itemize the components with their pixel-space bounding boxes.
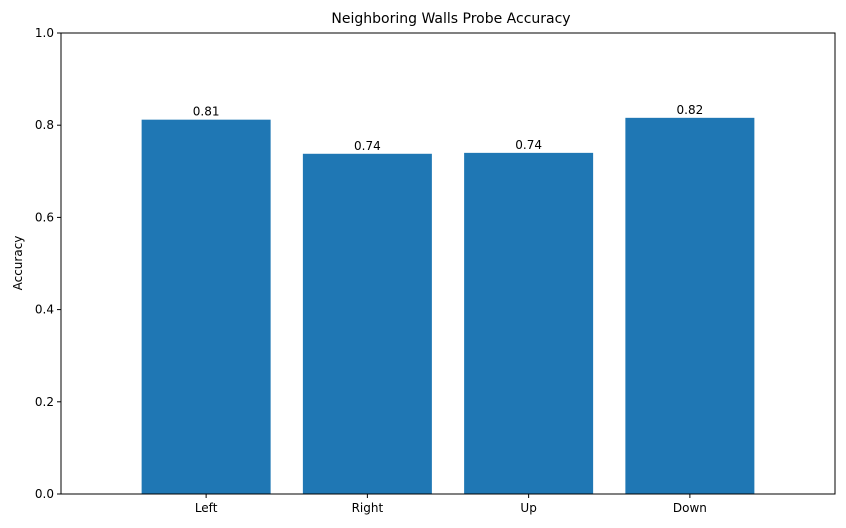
value-label-left: 0.81 — [193, 105, 220, 119]
value-label-right: 0.74 — [354, 139, 381, 153]
bar-right — [302, 153, 432, 495]
plot-area-frame — [60, 32, 836, 495]
y-axis-label: Accuracy — [11, 236, 25, 291]
y-tick-label: 0.6 — [35, 210, 54, 224]
x-axis: Left Right Up Down — [195, 494, 707, 515]
y-tick-label: 0.8 — [35, 118, 54, 132]
bar-up — [464, 152, 594, 495]
bar-down — [625, 117, 755, 494]
bar-left — [141, 119, 271, 494]
x-tick-label-right: Right — [352, 501, 384, 515]
x-tick-label-up: Up — [520, 501, 536, 515]
y-tick-label: 0.0 — [35, 487, 54, 501]
y-axis: 0.0 0.2 0.4 0.6 0.8 1.0 — [35, 26, 61, 501]
value-labels-group: 0.81 0.74 0.74 0.82 — [193, 103, 703, 153]
chart-title: Neighboring Walls Probe Accuracy — [331, 11, 570, 27]
value-label-down: 0.82 — [677, 103, 704, 117]
value-label-up: 0.74 — [515, 138, 542, 152]
x-tick-label-left: Left — [195, 501, 218, 515]
x-tick-label-down: Down — [673, 501, 707, 515]
y-tick-label: 1.0 — [35, 26, 54, 40]
y-tick-label: 0.4 — [35, 303, 54, 317]
y-tick-label: 0.2 — [35, 395, 54, 409]
bars-group — [141, 117, 755, 495]
